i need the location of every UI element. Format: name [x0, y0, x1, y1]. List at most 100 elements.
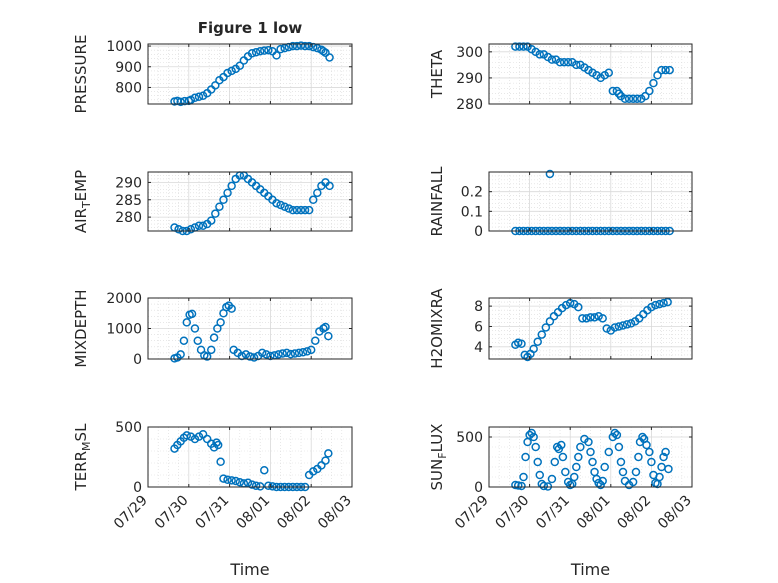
- data-point: [321, 322, 330, 332]
- y-axis-label: H2OMIXRA: [428, 288, 446, 369]
- data-point: [211, 209, 220, 218]
- data-point: [325, 53, 334, 62]
- data-point: [243, 478, 253, 488]
- data-point: [555, 58, 565, 67]
- y-tick-label: 0: [474, 480, 483, 496]
- axes-background: [489, 172, 692, 231]
- y-axis-label: MIXDEPTH: [72, 289, 90, 367]
- x-axis-label: Time: [570, 560, 610, 579]
- data-point: [572, 462, 581, 472]
- data-point: [231, 476, 240, 486]
- data-point: [517, 339, 526, 348]
- data-point: [626, 319, 636, 328]
- data-point: [561, 467, 570, 477]
- data-point: [539, 481, 549, 491]
- x-tick-label: 08/03: [655, 493, 695, 533]
- data-point: [304, 205, 314, 215]
- data-point: [645, 86, 654, 96]
- subplot-terr-msl: 0 500 07/29 07/30 07/31 08/01 08/02 08/03 TERRMS…: [72, 420, 355, 579]
- data-point: [631, 467, 641, 477]
- chart-title: Figure 1 low: [198, 19, 303, 37]
- data-point: [215, 202, 224, 211]
- data-point: [272, 198, 281, 208]
- data-point: [278, 349, 287, 358]
- data-point: [661, 65, 670, 75]
- data-point: [557, 440, 566, 450]
- data-point: [190, 324, 200, 333]
- data-point: [286, 349, 296, 359]
- data-point: [176, 97, 185, 107]
- data-point: [288, 205, 298, 215]
- data-point: [294, 348, 304, 358]
- data-point: [614, 322, 624, 331]
- data-point: [296, 205, 306, 215]
- data-point: [245, 352, 255, 361]
- series-air-temp: [170, 171, 334, 236]
- data-point: [298, 348, 308, 357]
- data-point: [545, 169, 555, 179]
- axes-frame: [488, 171, 693, 232]
- data-point: [227, 181, 236, 191]
- y-tick-label: 0.2: [461, 185, 483, 201]
- data-point: [206, 216, 216, 225]
- data-point: [202, 434, 212, 444]
- y-tick-label: 1000: [106, 322, 142, 338]
- data-point: [306, 345, 316, 355]
- data-point: [634, 452, 643, 462]
- data-point: [527, 428, 536, 438]
- data-point: [665, 65, 674, 75]
- data-point: [596, 480, 605, 490]
- data-point: [604, 447, 614, 457]
- data-point: [321, 456, 330, 465]
- data-point: [280, 202, 289, 211]
- data-point: [515, 42, 524, 51]
- data-point: [519, 42, 528, 51]
- data-point: [251, 481, 261, 491]
- x-tick-label: 08/01: [574, 493, 614, 533]
- data-point: [241, 350, 251, 359]
- data-point: [227, 66, 236, 76]
- x-tick-label: 07/29: [452, 493, 492, 533]
- data-point: [563, 58, 573, 67]
- data-point: [257, 348, 267, 358]
- y-axis-label: THETA: [428, 49, 446, 99]
- data-point: [622, 320, 632, 329]
- data-point: [249, 353, 259, 362]
- data-point: [533, 337, 542, 346]
- x-tick-label: 07/31: [533, 493, 573, 533]
- data-point: [659, 452, 668, 462]
- data-point: [319, 324, 328, 333]
- data-point: [616, 457, 626, 467]
- data-point: [584, 437, 593, 447]
- data-point: [260, 465, 269, 475]
- data-point: [558, 452, 568, 462]
- data-point: [206, 345, 216, 355]
- data-point: [223, 68, 232, 78]
- y-axis-label: AIRTEMP: [72, 170, 93, 233]
- grid: [147, 426, 353, 488]
- y-tick-label: 8: [474, 299, 483, 315]
- axes-frame: [147, 426, 353, 488]
- data-point: [255, 46, 265, 56]
- y-tick-label: 0: [133, 352, 142, 368]
- y-tick-label: 2000: [106, 291, 142, 307]
- data-point: [182, 318, 192, 327]
- data-point: [282, 348, 291, 358]
- data-point: [547, 55, 557, 64]
- data-point: [651, 300, 660, 310]
- data-point: [262, 350, 271, 359]
- y-tick-label: 1000: [106, 39, 142, 55]
- data-point: [588, 457, 597, 467]
- data-point: [586, 313, 595, 322]
- x-tick-label: 08/02: [274, 493, 314, 533]
- data-point: [618, 321, 628, 330]
- y-axis-label: RAINFALL: [428, 166, 446, 237]
- data-point: [302, 347, 312, 356]
- y-tick-label: 0: [474, 224, 483, 240]
- axes-frame: [488, 43, 693, 105]
- series-sun-flux: [511, 428, 673, 491]
- data-point: [517, 481, 526, 491]
- data-point: [176, 350, 185, 359]
- data-point: [559, 58, 569, 67]
- y-tick-label: 280: [115, 210, 142, 226]
